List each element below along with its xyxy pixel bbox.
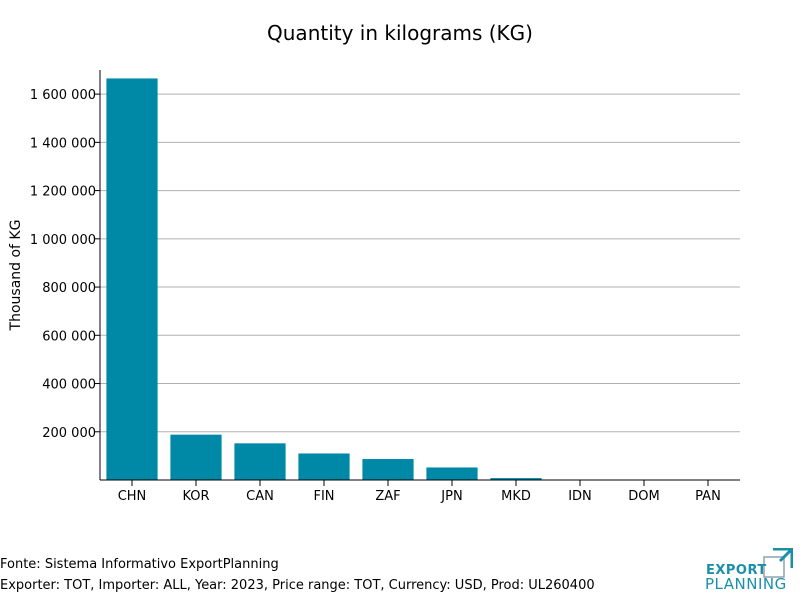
- y-tick-label: 600 000: [42, 329, 96, 344]
- x-tick-label: DOM: [628, 489, 659, 504]
- bar-fin: [298, 453, 350, 480]
- bar-mkd: [490, 478, 542, 480]
- tick-labels: 200 000 400 000 600 000 800 000 1 000 000 1 2…: [30, 88, 721, 504]
- gridlines: [100, 93, 740, 433]
- y-tick-label: 1 000 000: [30, 233, 96, 248]
- bar-chn: [106, 78, 158, 481]
- filter-info: Exporter: TOT, Importer: ALL, Year: 2023…: [0, 578, 595, 593]
- bars: [106, 78, 734, 481]
- x-tick-label: KOR: [182, 489, 209, 504]
- x-tick-label: PAN: [695, 489, 721, 504]
- y-tick-label: 1 600 000: [30, 88, 96, 103]
- x-tick-label: MKD: [501, 489, 531, 504]
- exportplanning-logo: EXPORT PLANNING: [700, 544, 796, 594]
- logo-mark-icon: [763, 548, 793, 578]
- logo-text-export: EXPORT: [706, 563, 767, 578]
- x-tick-label: ZAF: [375, 489, 400, 504]
- y-tick-label: 1 400 000: [30, 136, 96, 151]
- bar-jpn: [426, 467, 478, 480]
- chart-title: Quantity in kilograms (KG): [267, 21, 533, 45]
- y-axis-label: Thousand of KG: [8, 220, 24, 332]
- y-tick-label: 1 200 000: [30, 185, 96, 200]
- logo-text-planning: PLANNING: [705, 575, 787, 593]
- bar-kor: [170, 434, 222, 480]
- source-note: Fonte: Sistema Informativo ExportPlannin…: [0, 557, 279, 572]
- y-tick-label: 200 000: [42, 426, 96, 441]
- y-tick-label: 800 000: [42, 281, 96, 296]
- bar-zaf: [362, 459, 414, 480]
- axes: [94, 70, 740, 486]
- x-tick-label: IDN: [568, 489, 592, 504]
- x-tick-label: CHN: [118, 489, 147, 504]
- y-tick-label: 400 000: [42, 378, 96, 393]
- x-tick-label: FIN: [313, 489, 334, 504]
- bar-can: [234, 443, 286, 480]
- bar-chart: Quantity in kilograms (KG) Thousand of K…: [8, 21, 740, 504]
- x-tick-label: CAN: [246, 489, 274, 504]
- x-tick-label: JPN: [440, 489, 462, 504]
